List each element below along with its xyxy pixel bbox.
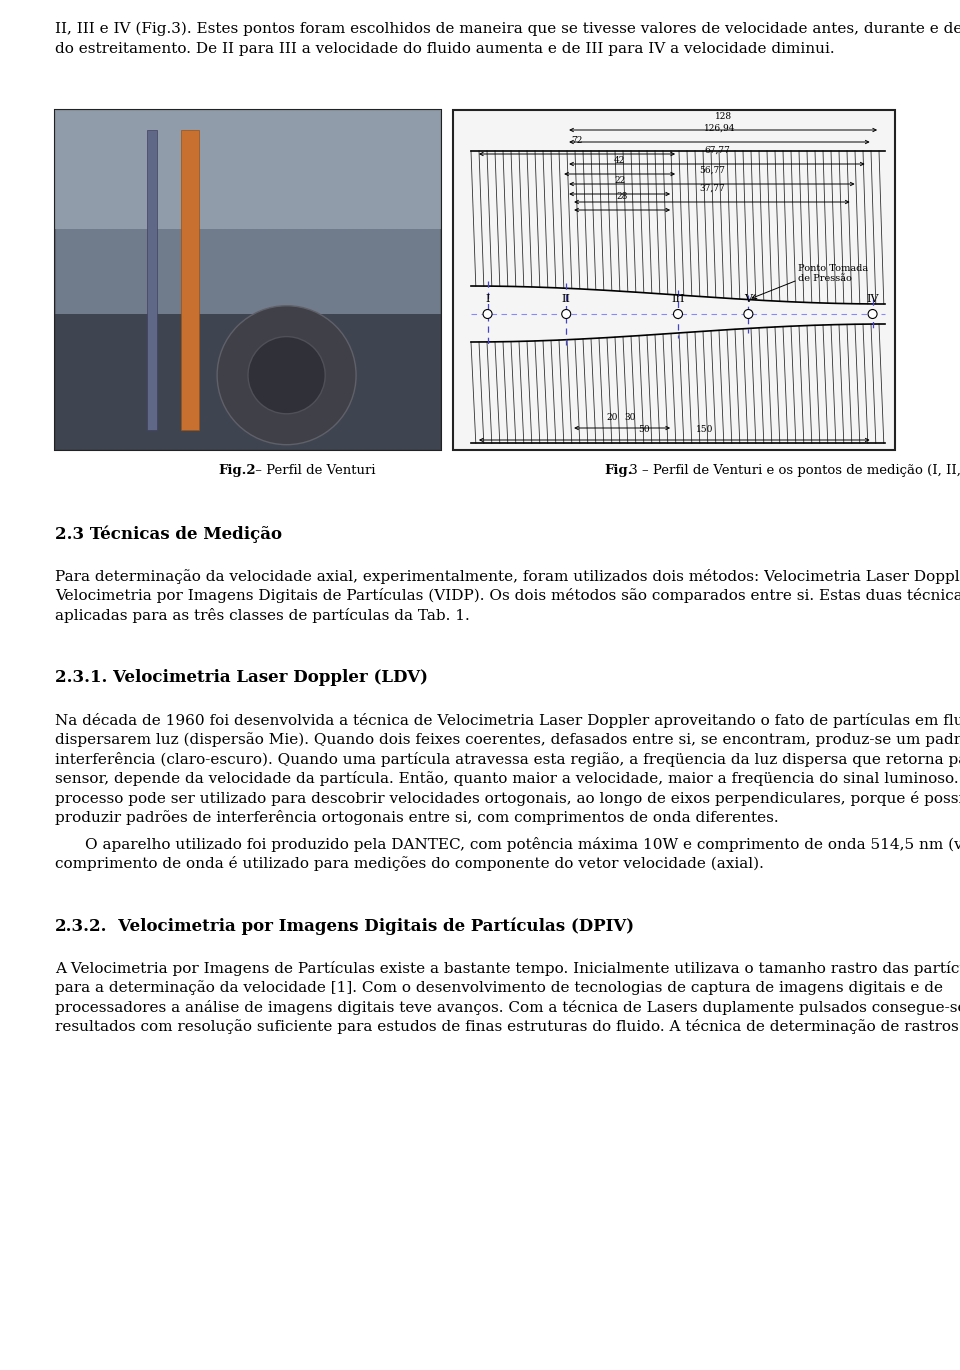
Circle shape	[217, 306, 356, 445]
Text: processadores a análise de imagens digitais teve avanços. Com a técnica de Laser: processadores a análise de imagens digit…	[55, 1000, 960, 1015]
Text: 3 – Perfil de Venturi e os pontos de medição (I, II, III e IV): 3 – Perfil de Venturi e os pontos de med…	[625, 464, 960, 477]
Text: sensor, depende da velocidade da partícula. Então, quanto maior a velocidade, ma: sensor, depende da velocidade da partícu…	[55, 771, 960, 786]
Text: 126,94: 126,94	[704, 125, 735, 133]
Text: resultados com resolução suficiente para estudos de finas estruturas do fluido. : resultados com resolução suficiente para…	[55, 1019, 960, 1034]
Text: – Perfil de Venturi: – Perfil de Venturi	[252, 464, 375, 477]
Text: 28: 28	[616, 192, 628, 201]
Text: 42: 42	[614, 156, 625, 164]
Text: interferência (claro-escuro). Quando uma partícula atravessa esta região, a freq: interferência (claro-escuro). Quando uma…	[55, 752, 960, 766]
Text: 20: 20	[607, 412, 618, 422]
Bar	[55, 314, 441, 449]
Text: 2.3 Técnicas de Medição: 2.3 Técnicas de Medição	[55, 526, 282, 543]
Text: para a determinação da velocidade [1]. Com o desenvolvimento de tecnologias de c: para a determinação da velocidade [1]. C…	[55, 981, 943, 995]
Circle shape	[744, 310, 753, 318]
Text: II: II	[562, 295, 570, 304]
Text: 50: 50	[638, 425, 650, 434]
FancyArrow shape	[147, 130, 156, 430]
Bar	[453, 110, 895, 449]
Text: 56,77: 56,77	[699, 166, 725, 175]
Text: Velocimetria por Imagens Digitais de Partículas (VIDP). Os dois métodos são comp: Velocimetria por Imagens Digitais de Par…	[55, 588, 960, 603]
Text: Ponto Tomada
de Pressão: Ponto Tomada de Pressão	[798, 264, 868, 284]
Text: O aparelho utilizado foi produzido pela DANTEC, com potência máxima 10W e compri: O aparelho utilizado foi produzido pela …	[85, 837, 960, 852]
Circle shape	[674, 310, 683, 318]
Text: Fig.: Fig.	[604, 464, 633, 477]
Bar	[55, 110, 441, 229]
Text: IV: IV	[866, 295, 878, 304]
Text: Para determinação da velocidade axial, experimentalmente, foram utilizados dois : Para determinação da velocidade axial, e…	[55, 569, 960, 584]
Text: processo pode ser utilizado para descobrir velocidades ortogonais, ao longo de e: processo pode ser utilizado para descobr…	[55, 790, 960, 806]
Text: 2.3.1. Velocimetria Laser Doppler (LDV): 2.3.1. Velocimetria Laser Doppler (LDV)	[55, 670, 428, 686]
Text: 37,77: 37,77	[699, 184, 725, 193]
Text: 128: 128	[714, 112, 732, 121]
FancyArrow shape	[181, 130, 199, 430]
Circle shape	[562, 310, 570, 318]
Circle shape	[868, 310, 877, 318]
Text: dispersarem luz (dispersão Mie). Quando dois feixes coerentes, defasados entre s: dispersarem luz (dispersão Mie). Quando …	[55, 732, 960, 747]
Circle shape	[248, 337, 325, 414]
Text: produzir padrões de interferência ortogonais entre si, com comprimentos de onda : produzir padrões de interferência ortogo…	[55, 810, 779, 825]
Text: 150: 150	[696, 425, 713, 434]
Text: III: III	[671, 295, 684, 304]
Text: 72: 72	[571, 136, 583, 145]
Text: 67,77: 67,77	[704, 147, 730, 155]
Text: II, III e IV (Fig.3). Estes pontos foram escolhidos de maneira que se tivesse va: II, III e IV (Fig.3). Estes pontos foram…	[55, 22, 960, 37]
Circle shape	[483, 310, 492, 318]
Text: I: I	[486, 295, 490, 304]
Text: do estreitamento. De II para III a velocidade do fluido aumenta e de III para IV: do estreitamento. De II para III a veloc…	[55, 41, 834, 56]
Text: Fig.2: Fig.2	[218, 464, 255, 477]
Text: Na década de 1960 foi desenvolvida a técnica de Velocimetria Laser Doppler aprov: Na década de 1960 foi desenvolvida a téc…	[55, 712, 960, 727]
Bar	[55, 110, 441, 449]
Text: aplicadas para as três classes de partículas da Tab. 1.: aplicadas para as três classes de partíc…	[55, 608, 469, 623]
Text: A Velocimetria por Imagens de Partículas existe a bastante tempo. Inicialmente u: A Velocimetria por Imagens de Partículas…	[55, 960, 960, 975]
Text: 30: 30	[624, 412, 636, 422]
Text: V: V	[744, 295, 753, 304]
Text: comprimento de onda é utilizado para medições do componente do vetor velocidade : comprimento de onda é utilizado para med…	[55, 856, 764, 871]
Text: Velocimetria por Imagens Digitais de Partículas (DPIV): Velocimetria por Imagens Digitais de Par…	[101, 918, 634, 934]
Text: 22: 22	[614, 175, 625, 185]
Bar	[55, 110, 441, 449]
Text: 2.3.2.: 2.3.2.	[55, 918, 108, 934]
